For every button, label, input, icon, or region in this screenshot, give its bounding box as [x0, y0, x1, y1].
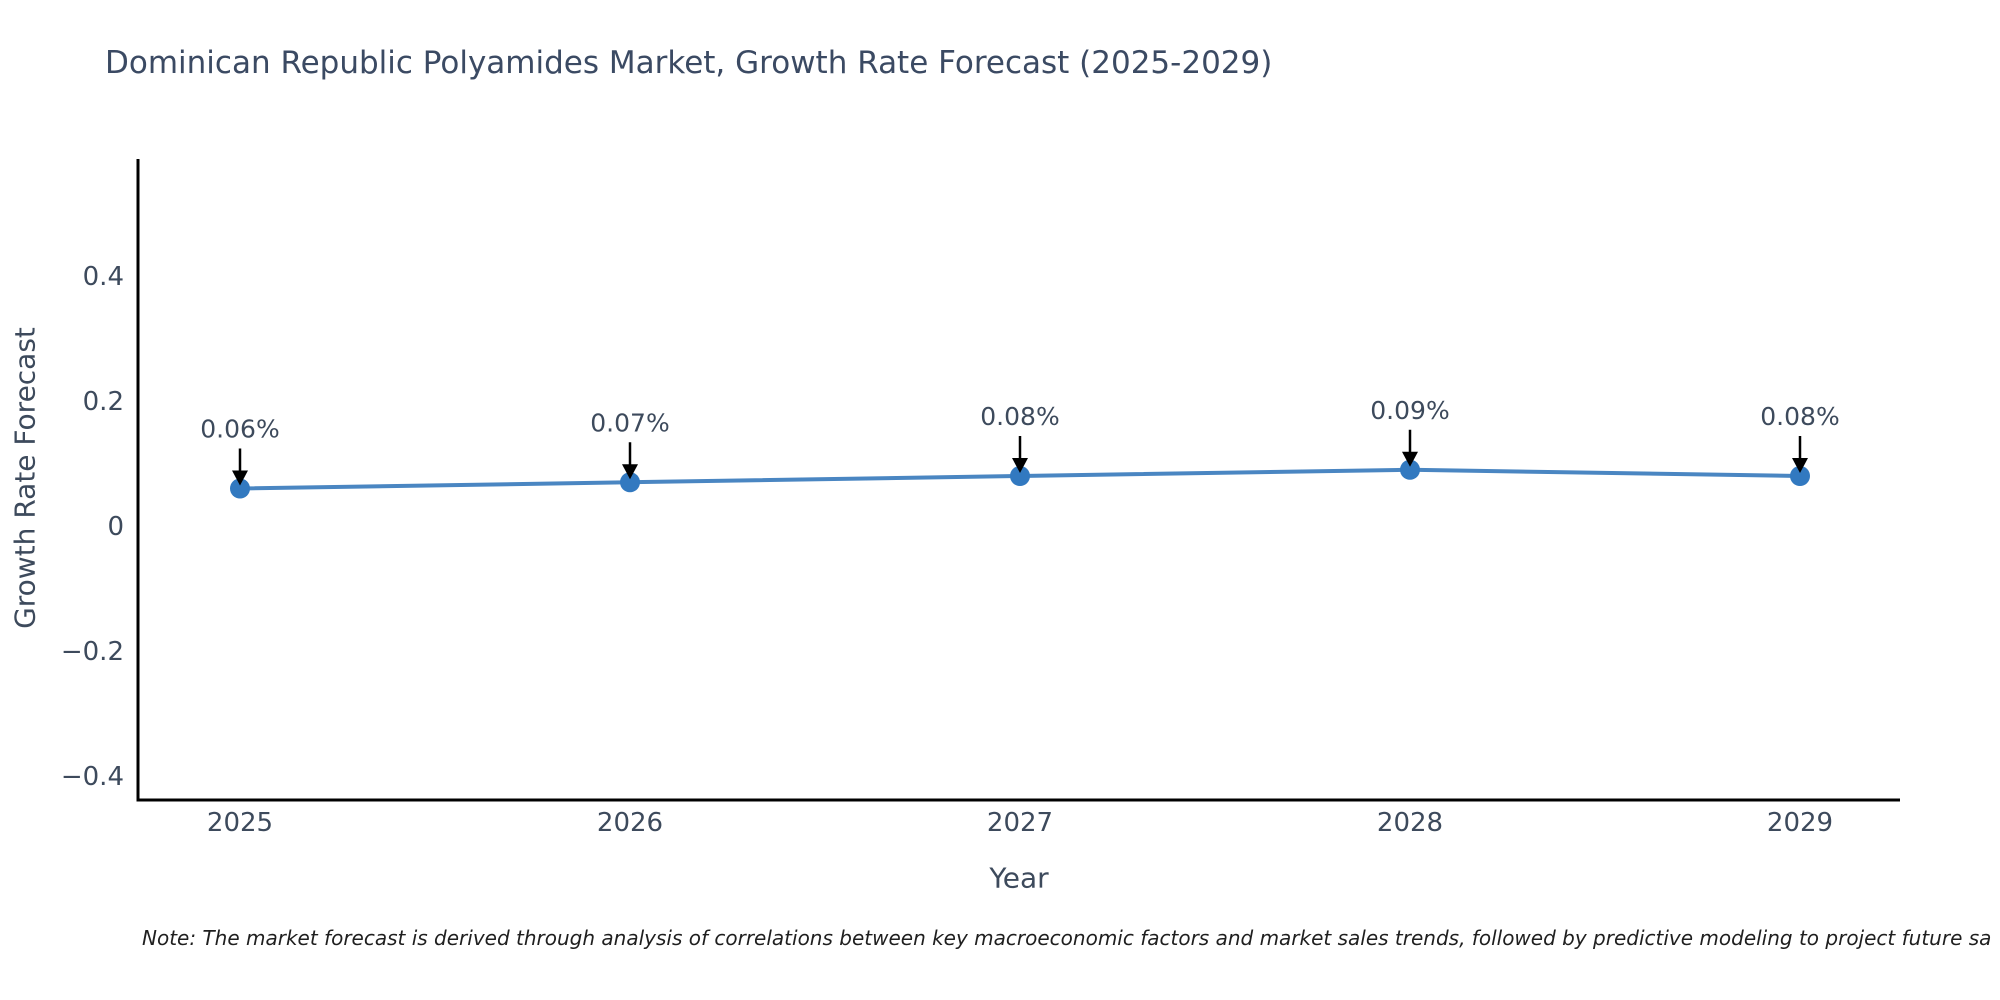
point-annotation: 0.07% [590, 408, 669, 437]
annotation-arrow-head [1792, 458, 1808, 473]
data-point [620, 472, 640, 493]
x-axis-label: Year [989, 861, 1049, 895]
y-axis-label: Growth Rate Forecast [8, 327, 42, 629]
footnote: Note: The market forecast is derived thr… [142, 926, 1992, 950]
data-point [1400, 459, 1420, 480]
annotation-arrow-head [232, 470, 248, 486]
chart-title: Dominican Republic Polyamides Market, Gr… [105, 45, 1273, 81]
x-tick-label: 2029 [1767, 808, 1833, 838]
x-tick-label: 2028 [1377, 808, 1443, 838]
data-point [1790, 466, 1810, 486]
y-tick-label: 0.4 [83, 262, 124, 292]
y-tick-label: 0.2 [83, 387, 124, 417]
annotation-arrow-head [1402, 451, 1418, 467]
point-annotation: 0.08% [1760, 402, 1839, 431]
x-tick-label: 2025 [207, 808, 273, 838]
y-tick-label: 0 [107, 512, 124, 542]
x-tick-label: 2026 [597, 808, 663, 838]
annotation-arrow-head [1012, 458, 1028, 473]
data-point [230, 478, 250, 499]
y-tick-label: −0.2 [61, 637, 124, 667]
y-tick-label: −0.4 [61, 762, 124, 792]
point-annotation: 0.09% [1370, 396, 1449, 425]
annotation-arrow-head [622, 464, 638, 480]
data-point [1010, 466, 1030, 486]
point-annotation: 0.06% [200, 415, 279, 444]
point-annotation: 0.08% [980, 402, 1059, 431]
x-tick-label: 2027 [987, 808, 1053, 838]
